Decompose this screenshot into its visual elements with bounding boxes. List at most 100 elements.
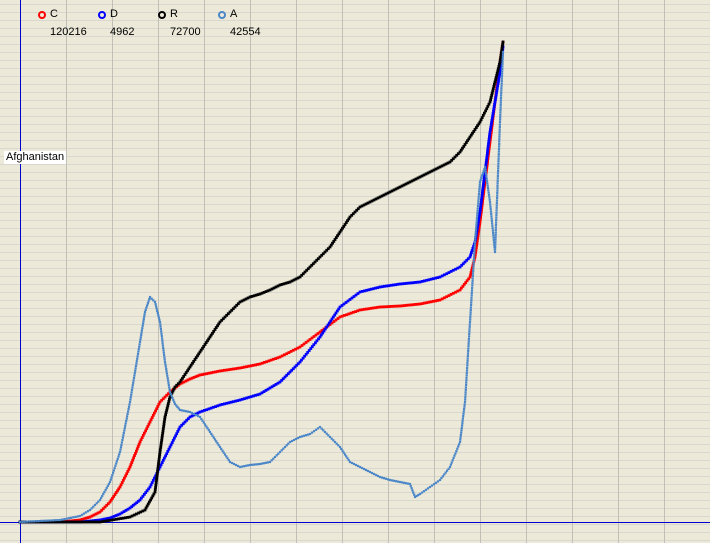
point-A (121, 439, 124, 442)
point-A (495, 209, 498, 212)
point-D (486, 147, 490, 150)
point-R (159, 441, 163, 445)
point-A (476, 209, 479, 212)
point-C (139, 438, 143, 442)
point-A (162, 351, 165, 354)
point-A (170, 394, 173, 398)
point-A (492, 241, 496, 244)
point-R (164, 413, 167, 417)
point-R (458, 150, 462, 154)
point-A (494, 238, 497, 241)
point-C (371, 306, 375, 310)
point-A (492, 234, 495, 237)
point-A (461, 422, 464, 425)
point-D (334, 311, 338, 315)
point-A (496, 172, 500, 175)
point-C (394, 304, 397, 308)
point-A (114, 464, 117, 467)
point-C (312, 335, 316, 338)
point-D (126, 507, 130, 511)
point-R (83, 520, 87, 524)
point-A (471, 282, 474, 285)
point-A (161, 344, 164, 347)
point-A (466, 367, 469, 370)
point-D (298, 360, 302, 364)
point-D (481, 187, 485, 190)
point-A (272, 457, 275, 460)
point-A (466, 357, 469, 360)
point-R (495, 71, 499, 75)
point-D (321, 331, 325, 335)
point-A (159, 325, 162, 328)
point-D (270, 385, 274, 389)
point-R (178, 380, 182, 384)
point-R (370, 199, 374, 203)
point-A (471, 287, 474, 290)
point-A (211, 434, 214, 437)
point-R (308, 265, 312, 269)
point-D (106, 517, 110, 520)
point-A (232, 462, 236, 466)
point-D (468, 255, 472, 259)
point-R (152, 492, 156, 496)
point-R (490, 93, 494, 97)
point-R (388, 190, 392, 194)
point-R (103, 519, 106, 523)
point-R (240, 299, 244, 303)
point-C (146, 425, 150, 428)
point-D (469, 253, 473, 257)
point-R (498, 58, 502, 62)
point-C (360, 308, 364, 312)
point-A (337, 444, 340, 447)
point-D (300, 358, 303, 362)
point-A (466, 352, 470, 355)
point-R (382, 193, 386, 197)
point-D (346, 299, 350, 303)
point-A (268, 460, 272, 464)
point-C (220, 369, 224, 373)
point-A (159, 323, 162, 326)
point-D (490, 116, 494, 120)
point-A (147, 300, 150, 303)
point-A (162, 349, 165, 352)
point-A (497, 152, 500, 155)
point-R (76, 520, 79, 524)
point-R (272, 286, 276, 290)
point-A (497, 162, 500, 165)
point-D (120, 511, 124, 515)
point-A (161, 339, 164, 342)
point-C (365, 307, 369, 311)
point-A (460, 426, 463, 429)
point-A (417, 493, 420, 497)
point-A (495, 211, 498, 214)
point-A (338, 445, 342, 449)
point-D (154, 474, 157, 478)
point-R (412, 178, 416, 182)
point-A (127, 408, 130, 411)
point-R (274, 285, 278, 289)
point-A (203, 423, 207, 426)
point-A (277, 452, 280, 455)
point-D (245, 396, 249, 400)
point-D (483, 175, 486, 179)
point-A (230, 461, 234, 465)
point-D (477, 219, 480, 223)
point-A (118, 450, 122, 454)
point-A (469, 308, 472, 311)
point-R (196, 354, 199, 358)
point-D (494, 98, 497, 102)
point-D (497, 77, 501, 81)
point-C (105, 503, 109, 507)
point-C (363, 307, 366, 311)
legend-value-C: 120216 (50, 26, 87, 38)
point-A (162, 346, 165, 349)
point-C (387, 305, 391, 308)
point-C (108, 500, 112, 504)
point-R (450, 158, 454, 162)
point-A (167, 384, 170, 387)
point-C (103, 505, 107, 509)
point-A (316, 427, 320, 430)
point-R (202, 345, 206, 348)
point-A (500, 91, 503, 95)
point-R (483, 111, 486, 115)
